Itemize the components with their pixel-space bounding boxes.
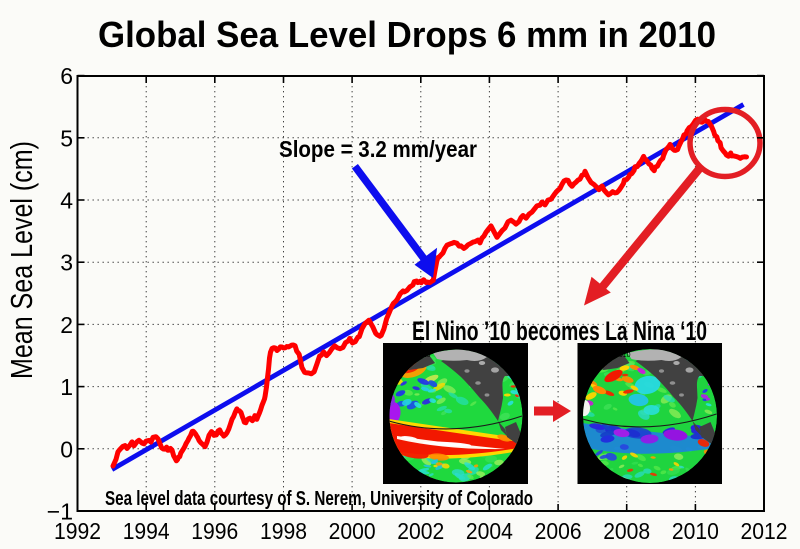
svg-text:2010: 2010 bbox=[672, 518, 719, 544]
svg-text:4: 4 bbox=[60, 188, 73, 214]
svg-text:Mean Sea Level (cm): Mean Sea Level (cm) bbox=[4, 141, 39, 379]
svg-text:2006: 2006 bbox=[535, 518, 582, 544]
svg-text:1996: 1996 bbox=[191, 518, 238, 544]
svg-text:Global Sea Level Drops 6 mm in: Global Sea Level Drops 6 mm in 2010 bbox=[98, 14, 716, 55]
svg-text:Slope = 3.2 mm/year: Slope = 3.2 mm/year bbox=[279, 136, 477, 162]
svg-text:1: 1 bbox=[60, 374, 73, 400]
svg-text:1994: 1994 bbox=[123, 518, 170, 544]
svg-text:0: 0 bbox=[60, 436, 73, 462]
svg-text:2012: 2012 bbox=[741, 518, 788, 544]
svg-text:2: 2 bbox=[60, 312, 73, 338]
svg-text:2000: 2000 bbox=[329, 518, 376, 544]
svg-text:Sea level data courtesy of S.: Sea level data courtesy of S. Nerem, Uni… bbox=[105, 487, 533, 510]
svg-text:1992: 1992 bbox=[54, 518, 101, 544]
svg-text:2008: 2008 bbox=[603, 518, 650, 544]
svg-text:JAN 3 2010: JAN 3 2010 bbox=[394, 352, 431, 359]
svg-text:6: 6 bbox=[60, 63, 73, 89]
svg-text:−1: −1 bbox=[47, 499, 73, 525]
svg-text:3: 3 bbox=[60, 250, 73, 276]
svg-text:1998: 1998 bbox=[260, 518, 307, 544]
svg-text:2004: 2004 bbox=[466, 518, 513, 544]
svg-text:2002: 2002 bbox=[397, 518, 444, 544]
svg-text:DEC 29 2010: DEC 29 2010 bbox=[589, 352, 631, 359]
svg-text:5: 5 bbox=[60, 125, 73, 151]
svg-text:El Nino ’10 becomes La Nina ‘1: El Nino ’10 becomes La Nina ‘10 bbox=[412, 316, 707, 346]
